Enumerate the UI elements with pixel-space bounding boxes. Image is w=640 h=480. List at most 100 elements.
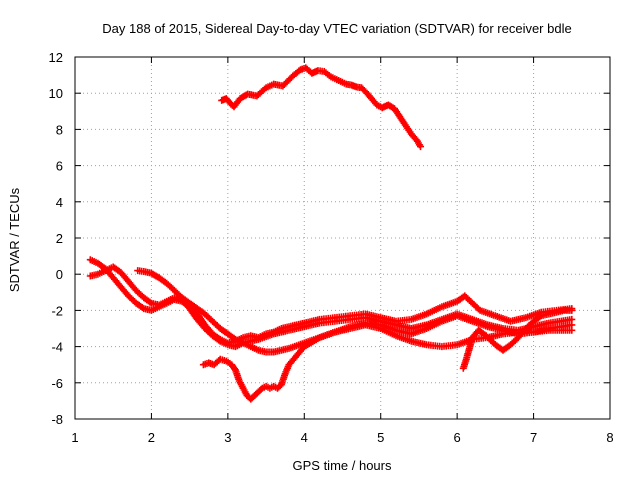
data-point	[570, 323, 573, 327]
data-point	[119, 285, 123, 289]
data-point	[225, 359, 228, 363]
data-point	[261, 387, 264, 390]
y-tick-label: -6	[51, 376, 63, 391]
data-point	[478, 309, 482, 312]
data-point	[524, 316, 528, 319]
data-point	[150, 309, 153, 312]
data-point	[295, 354, 298, 357]
data-point	[112, 276, 115, 279]
y-tick-label: 6	[56, 159, 63, 174]
data-point	[272, 350, 275, 354]
data-point	[486, 325, 489, 328]
data-point	[509, 343, 512, 346]
data-point	[425, 312, 428, 316]
y-tick-label: 4	[56, 195, 63, 210]
data-point	[333, 330, 337, 334]
data-point	[323, 70, 326, 73]
data-point	[249, 345, 252, 348]
y-tick-label: -8	[51, 412, 63, 427]
data-point	[303, 345, 306, 348]
data-point	[329, 75, 333, 79]
data-point	[419, 145, 422, 148]
data-point	[547, 329, 551, 332]
data-point	[134, 289, 138, 292]
data-point	[234, 368, 237, 372]
data-point	[364, 316, 367, 319]
x-tick-label: 5	[377, 430, 384, 445]
data-point	[410, 327, 413, 330]
data-point	[509, 320, 512, 323]
data-point	[207, 361, 210, 365]
data-point	[350, 83, 353, 87]
data-point	[268, 387, 272, 390]
data-point	[127, 280, 130, 283]
data-point	[540, 314, 543, 317]
y-tick-label: 12	[49, 50, 63, 65]
data-point	[188, 307, 191, 310]
data-point	[370, 97, 373, 100]
data-point	[245, 394, 249, 397]
data-point	[404, 123, 407, 127]
y-tick-label: 2	[56, 231, 63, 246]
data-point	[303, 325, 306, 328]
data-point	[570, 318, 573, 321]
data-point	[517, 336, 520, 339]
data-point	[333, 320, 337, 323]
x-tick-label: 7	[530, 430, 537, 445]
data-point	[318, 336, 321, 339]
data-point	[196, 318, 199, 321]
data-point	[157, 303, 161, 307]
data-point	[257, 338, 260, 341]
data-point	[299, 68, 302, 71]
data-point	[112, 265, 115, 269]
data-point	[142, 307, 145, 310]
data-point	[477, 329, 480, 332]
data-point	[127, 294, 130, 298]
data-point	[203, 327, 207, 330]
data-point	[455, 314, 459, 317]
data-point	[532, 325, 535, 328]
y-tick-label: 0	[56, 267, 63, 282]
data-point	[89, 258, 92, 261]
series-track-e	[459, 306, 576, 372]
data-point	[416, 140, 419, 143]
data-point	[272, 332, 275, 336]
data-point	[241, 341, 245, 345]
data-point	[494, 343, 497, 346]
data-point	[310, 72, 314, 75]
data-point	[226, 343, 230, 346]
data-point	[394, 334, 398, 337]
data-point	[246, 92, 249, 96]
data-point	[203, 312, 207, 316]
data-point	[219, 340, 222, 343]
data-point	[119, 271, 123, 274]
data-point	[188, 302, 191, 305]
data-point	[173, 289, 176, 292]
data-point	[281, 84, 285, 88]
data-point	[96, 262, 100, 265]
data-point	[348, 327, 352, 330]
data-point	[249, 397, 252, 401]
data-point	[264, 86, 268, 90]
data-point	[219, 327, 222, 330]
plot-frame	[74, 56, 611, 420]
data-point	[570, 329, 573, 332]
data-point	[547, 312, 551, 316]
data-point	[304, 66, 307, 70]
data-point	[272, 82, 275, 86]
data-point	[276, 387, 279, 390]
data-point	[253, 394, 256, 397]
data-point	[524, 327, 528, 330]
data-point	[468, 347, 471, 350]
data-point	[471, 302, 474, 305]
data-point	[425, 343, 428, 346]
data-point	[387, 103, 390, 107]
data-point	[532, 330, 535, 334]
data-point	[494, 314, 497, 317]
data-point	[485, 334, 488, 337]
data-point	[142, 270, 145, 273]
x-tick-label: 4	[301, 430, 308, 445]
data-point	[165, 282, 168, 285]
